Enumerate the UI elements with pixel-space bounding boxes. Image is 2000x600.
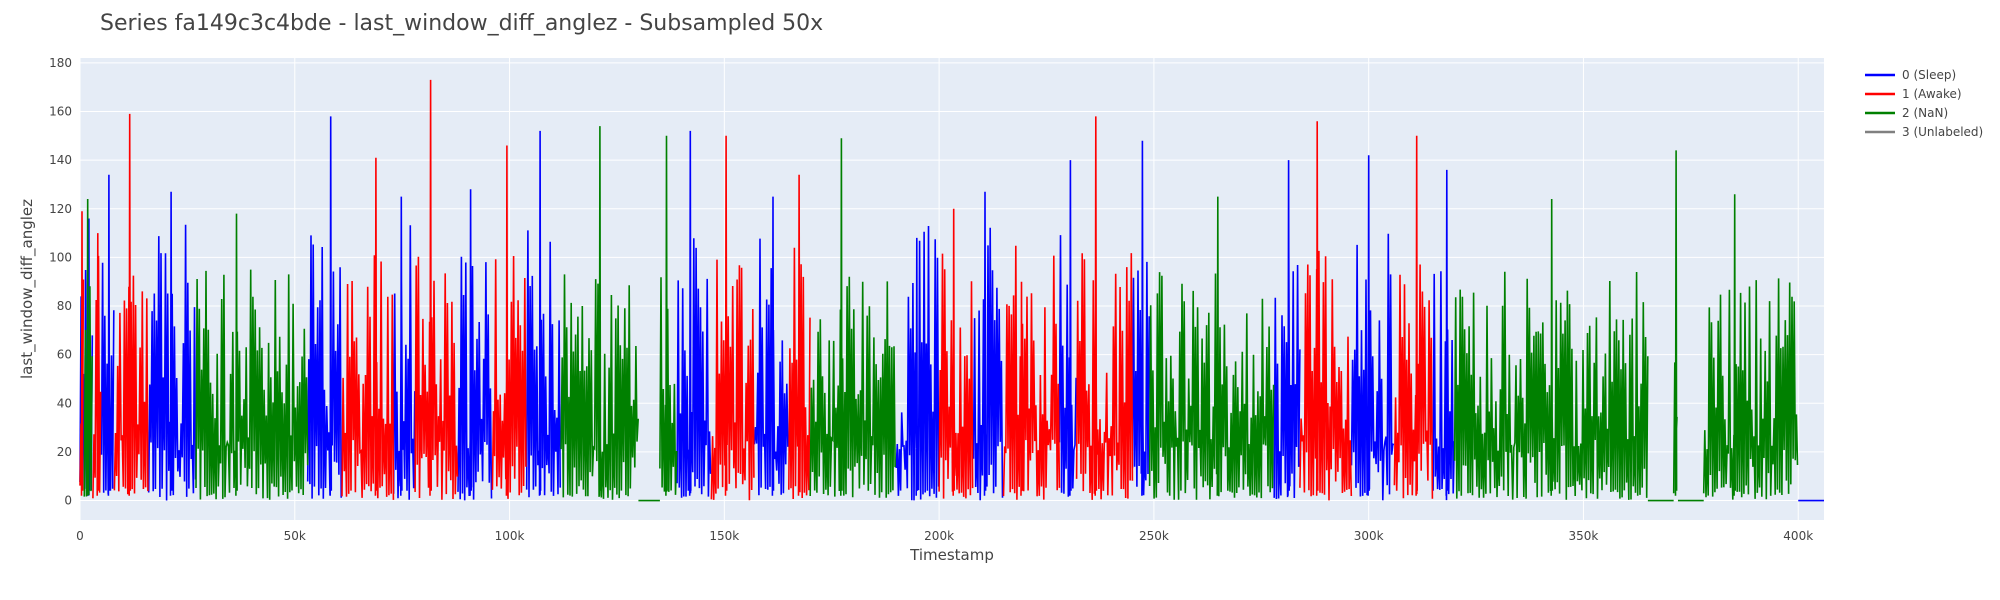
series-segment — [1075, 116, 1134, 500]
y-tick-label: 140 — [49, 153, 72, 167]
series-segment — [1299, 121, 1353, 501]
series-segment — [1058, 160, 1077, 497]
series-segment — [92, 233, 102, 499]
series-segment — [560, 126, 639, 500]
series-segment — [1148, 196, 1275, 500]
x-tick-label: 200k — [924, 529, 954, 543]
series-segment — [659, 135, 678, 496]
x-tick-label: 0 — [76, 529, 84, 543]
series-segment — [676, 130, 712, 498]
series-segment — [147, 191, 197, 501]
x-axis-title: Timestamp — [909, 546, 994, 564]
series-segment — [525, 130, 561, 498]
x-tick-label: 100k — [495, 529, 525, 543]
series-segment — [809, 138, 896, 498]
x-tick-label: 400k — [1783, 529, 1813, 543]
series-segment — [753, 196, 789, 496]
legend-label[interactable]: 1 (Awake) — [1902, 87, 1962, 101]
series-segment — [83, 198, 93, 497]
x-tick-label: 250k — [1139, 529, 1169, 543]
series-segment — [1393, 135, 1434, 499]
y-tick-label: 160 — [49, 104, 72, 118]
series-segment — [392, 196, 416, 500]
series-segment — [1002, 245, 1061, 500]
series-segment — [1453, 198, 1649, 500]
series-segment — [788, 174, 811, 500]
y-tick-label: 120 — [49, 202, 72, 216]
x-tick-label: 300k — [1354, 529, 1384, 543]
series-segment — [1131, 140, 1150, 496]
y-tick-label: 100 — [49, 250, 72, 264]
x-tick-label: 50k — [284, 529, 306, 543]
series-segment — [457, 189, 493, 501]
y-tick-label: 80 — [57, 299, 72, 313]
series-segment — [1350, 155, 1395, 501]
y-axis-title: last_window_diff_anglez — [18, 199, 37, 379]
series-segment — [306, 116, 342, 499]
series-segment — [1702, 194, 1799, 500]
series-segment — [113, 113, 149, 496]
series-segment — [1672, 150, 1678, 496]
series-segment — [491, 145, 527, 499]
series-segment — [895, 225, 940, 501]
series-segment — [341, 157, 395, 500]
x-tick-label: 150k — [709, 529, 739, 543]
series-segment — [414, 79, 459, 500]
series-segment — [1273, 160, 1301, 500]
series-segment — [195, 213, 309, 500]
x-axis-ticks: 0 50k 100k 150k 200k 250k 300k 350k 400k — [76, 529, 1813, 543]
chart-title: Series fa149c3c4bde - last_window_diff_a… — [100, 11, 823, 36]
series-segment — [100, 174, 115, 496]
legend-label[interactable]: 2 (NaN) — [1902, 106, 1948, 120]
series-segment — [972, 191, 1004, 501]
legend-label[interactable]: 3 (Unlabeled) — [1902, 125, 1983, 139]
y-axis-ticks: 0 20 40 60 80 100 120 140 160 180 — [49, 56, 72, 508]
y-tick-label: 60 — [57, 348, 72, 362]
x-tick-label: 350k — [1569, 529, 1599, 543]
y-tick-label: 20 — [57, 445, 72, 459]
y-tick-label: 180 — [49, 56, 72, 70]
series-segment — [710, 135, 755, 501]
y-tick-label: 0 — [64, 494, 72, 508]
series-segment — [79, 211, 85, 496]
y-tick-label: 40 — [57, 396, 72, 410]
series-segment — [1432, 169, 1456, 501]
series-segment — [938, 208, 974, 499]
legend-label[interactable]: 0 (Sleep) — [1902, 68, 1956, 82]
series-lines — [79, 79, 1824, 502]
legend: 0 (Sleep) 1 (Awake) 2 (NaN) 3 (Unlabeled) — [1865, 68, 1983, 139]
